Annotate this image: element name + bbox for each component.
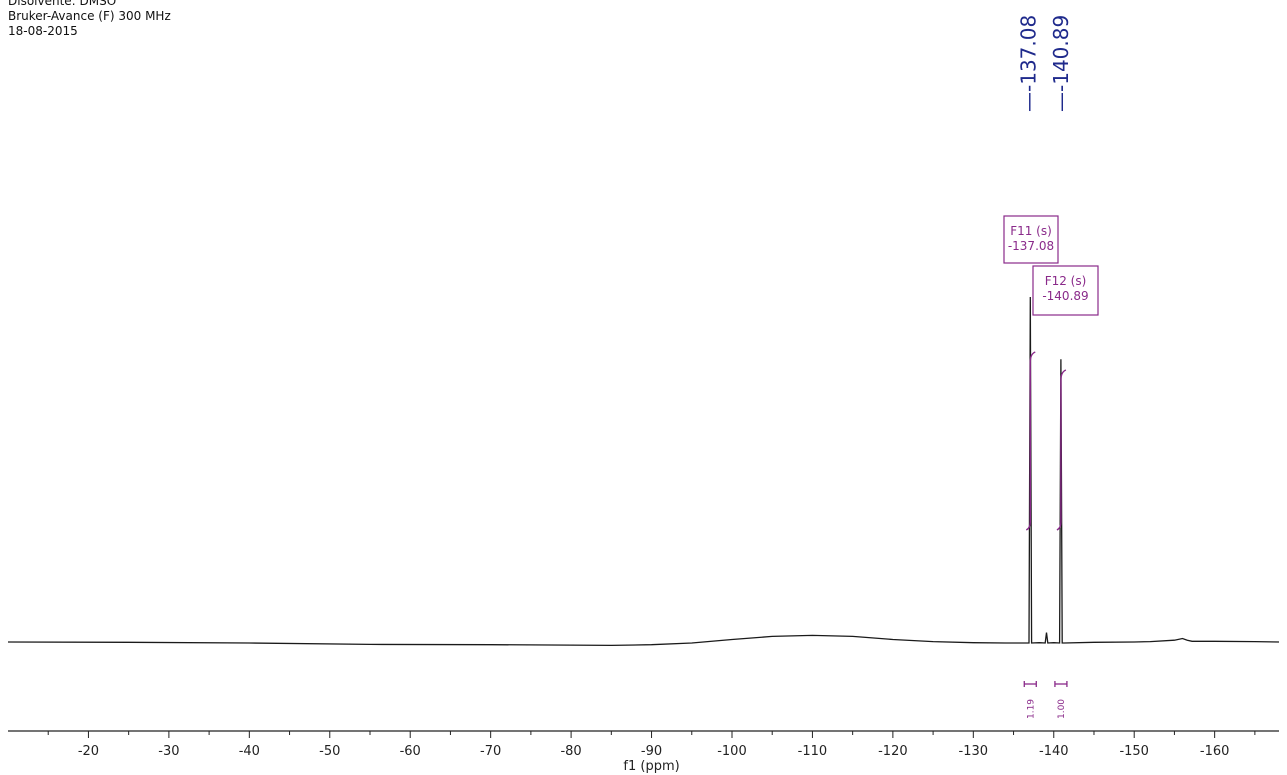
spectrum-trace — [7, 296, 1280, 647]
annotation-name: F12 (s) — [1045, 274, 1087, 288]
spectrum-line — [7, 296, 1280, 647]
annotation-frame — [1003, 215, 1059, 264]
peak-label-text: —-140.89 — [1049, 15, 1073, 112]
x-tick-label: -150 — [1119, 744, 1149, 759]
date-label: 18-08-2015 — [8, 24, 78, 38]
x-tick-label: -130 — [959, 744, 989, 759]
integral-value-group: 1.19 — [1026, 699, 1036, 719]
integral-curve — [1025, 351, 1036, 531]
annotation-name: F11 (s) — [1010, 224, 1052, 238]
x-tick-label: -160 — [1200, 744, 1230, 759]
x-tick-label: -140 — [1039, 744, 1069, 759]
annotation-shift: -137.08 — [1008, 239, 1054, 253]
integral-marker: 1.00 — [1054, 681, 1068, 719]
x-tick-label: -90 — [641, 744, 662, 759]
peak-labels: —-137.08 —-140.89 — [1016, 15, 1073, 112]
multiplet-annotation-box: F12 (s)-140.89 — [1032, 265, 1099, 316]
x-tick-label: -120 — [878, 744, 908, 759]
x-tick-label: -80 — [560, 744, 581, 759]
x-tick-label: -20 — [78, 744, 99, 759]
solvent-label: Disolvente: DMSO — [8, 0, 117, 8]
x-tick-label: -50 — [319, 744, 340, 759]
peak-label-text: —-137.08 — [1016, 15, 1040, 112]
x-tick-label: -70 — [480, 744, 501, 759]
integral-marker: 1.19 — [1023, 681, 1037, 719]
x-tick-label: -110 — [798, 744, 828, 759]
x-tick-label: -60 — [400, 744, 421, 759]
integral-value-group: 1.00 — [1057, 699, 1067, 719]
annotation-frame — [1032, 265, 1099, 316]
x-tick-label: -30 — [158, 744, 179, 759]
annotation-shift: -140.89 — [1042, 289, 1088, 303]
instrument-label: Bruker-Avance (F) 300 MHz — [8, 9, 171, 23]
peak-label-neg140-89: —-140.89 — [1049, 15, 1073, 112]
integral-curve — [1056, 369, 1067, 531]
integral-curves — [1025, 351, 1067, 531]
spectrum-header: Disolvente: DMSO Bruker-Avance (F) 300 M… — [8, 0, 171, 39]
integral-value: 1.19 — [1026, 699, 1036, 719]
peak-label-neg137-08: —-137.08 — [1016, 15, 1040, 112]
integral-value: 1.00 — [1057, 699, 1067, 719]
integral-markers: 1.19 1.00 — [1023, 681, 1068, 719]
x-tick-label: -40 — [239, 744, 260, 759]
multiplet-annotation-box: F11 (s)-137.08 — [1003, 215, 1059, 264]
x-axis-title: f1 (ppm) — [623, 759, 679, 774]
x-axis: -20 -30 -40 -50 -60 -70 -80 -90 -100 -110 -120 -130… — [8, 730, 1279, 774]
x-tick-label: -100 — [717, 744, 747, 759]
